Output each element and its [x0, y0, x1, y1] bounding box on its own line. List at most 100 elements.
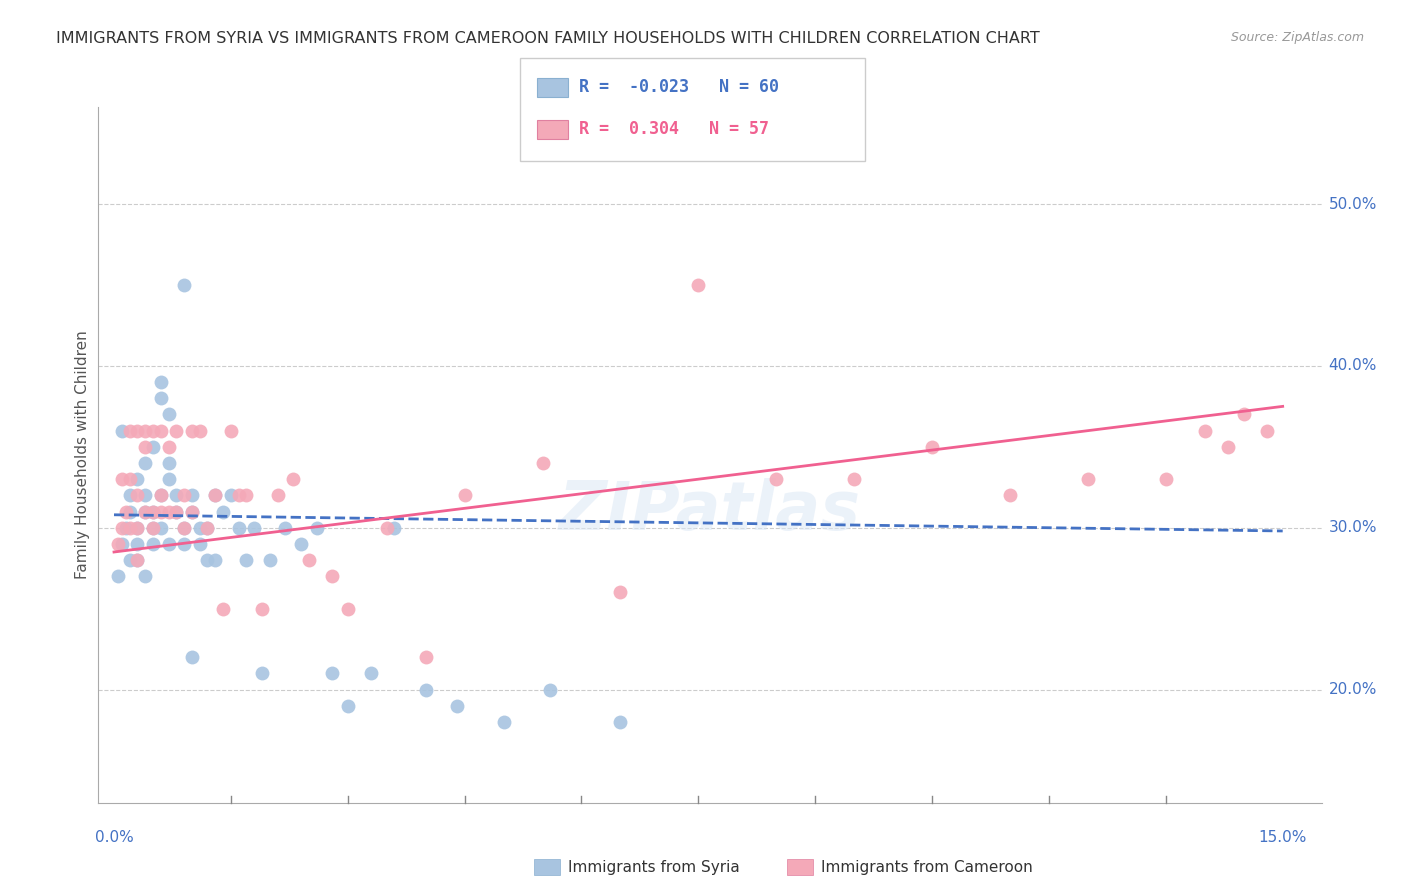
Text: R =  -0.023   N = 60: R = -0.023 N = 60	[579, 78, 779, 96]
Point	[336, 601, 359, 615]
Point	[492, 714, 515, 729]
Point	[118, 553, 141, 567]
Point	[197, 521, 219, 535]
Point	[127, 424, 149, 438]
Point	[283, 472, 305, 486]
Point	[111, 537, 134, 551]
Point	[531, 456, 554, 470]
Point	[188, 424, 211, 438]
Point	[274, 521, 297, 535]
Point	[157, 537, 180, 551]
Point	[688, 278, 710, 293]
Point	[157, 440, 180, 454]
Point	[149, 488, 172, 502]
Point	[127, 521, 149, 535]
Text: ZIPatlas: ZIPatlas	[560, 477, 860, 543]
Point	[219, 424, 242, 438]
Text: 15.0%: 15.0%	[1258, 830, 1306, 845]
Point	[921, 440, 943, 454]
Point	[118, 521, 141, 535]
Point	[1154, 472, 1177, 486]
Point	[173, 537, 195, 551]
Point	[228, 488, 250, 502]
Point	[142, 424, 165, 438]
Text: R =  0.304   N = 57: R = 0.304 N = 57	[579, 120, 769, 138]
Point	[107, 537, 129, 551]
Point	[134, 569, 156, 583]
Point	[384, 521, 406, 535]
Point	[188, 521, 211, 535]
Point	[446, 698, 468, 713]
Point	[1233, 408, 1256, 422]
Point	[118, 424, 141, 438]
Point	[149, 504, 172, 518]
Text: 40.0%: 40.0%	[1329, 359, 1376, 374]
Text: 0.0%: 0.0%	[94, 830, 134, 845]
Point	[204, 488, 226, 502]
Point	[149, 375, 172, 389]
Text: 30.0%: 30.0%	[1329, 520, 1376, 535]
Point	[250, 601, 273, 615]
Point	[180, 488, 202, 502]
Text: Immigrants from Syria: Immigrants from Syria	[568, 860, 740, 874]
Point	[165, 504, 187, 518]
Point	[180, 504, 202, 518]
Point	[204, 488, 226, 502]
Text: 20.0%: 20.0%	[1329, 682, 1376, 697]
Point	[142, 537, 165, 551]
Point	[127, 553, 149, 567]
Point	[538, 682, 561, 697]
Point	[165, 424, 187, 438]
Point	[415, 650, 437, 665]
Point	[259, 553, 281, 567]
Point	[1218, 440, 1240, 454]
Point	[118, 488, 141, 502]
Point	[219, 488, 242, 502]
Point	[127, 521, 149, 535]
Point	[336, 698, 359, 713]
Point	[111, 472, 134, 486]
Point	[243, 521, 266, 535]
Point	[157, 408, 180, 422]
Point	[321, 666, 343, 681]
Point	[149, 392, 172, 406]
Point	[157, 456, 180, 470]
Text: Source: ZipAtlas.com: Source: ZipAtlas.com	[1230, 31, 1364, 45]
Point	[127, 537, 149, 551]
Point	[180, 650, 202, 665]
Point	[173, 488, 195, 502]
Point	[142, 521, 165, 535]
Point	[142, 521, 165, 535]
Point	[134, 488, 156, 502]
Point	[142, 504, 165, 518]
Point	[188, 537, 211, 551]
Point	[180, 424, 202, 438]
Point	[765, 472, 787, 486]
Point	[127, 488, 149, 502]
Point	[609, 585, 631, 599]
Point	[173, 521, 195, 535]
Point	[453, 488, 475, 502]
Point	[1194, 424, 1216, 438]
Point	[173, 521, 195, 535]
Point	[149, 488, 172, 502]
Point	[134, 504, 156, 518]
Point	[149, 424, 172, 438]
Text: Immigrants from Cameroon: Immigrants from Cameroon	[821, 860, 1033, 874]
Point	[127, 472, 149, 486]
Point	[197, 553, 219, 567]
Point	[134, 504, 156, 518]
Point	[609, 714, 631, 729]
Point	[1077, 472, 1099, 486]
Point	[111, 424, 134, 438]
Point	[844, 472, 866, 486]
Point	[157, 472, 180, 486]
Point	[165, 488, 187, 502]
Point	[114, 521, 136, 535]
Point	[235, 488, 257, 502]
Point	[212, 504, 235, 518]
Point	[134, 440, 156, 454]
Point	[290, 537, 312, 551]
Text: IMMIGRANTS FROM SYRIA VS IMMIGRANTS FROM CAMEROON FAMILY HOUSEHOLDS WITH CHILDRE: IMMIGRANTS FROM SYRIA VS IMMIGRANTS FROM…	[56, 31, 1040, 46]
Point	[375, 521, 398, 535]
